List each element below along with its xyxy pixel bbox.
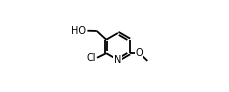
Text: Cl: Cl: [86, 53, 96, 63]
Text: N: N: [114, 55, 121, 65]
Text: O: O: [135, 48, 142, 58]
Text: HO: HO: [71, 26, 86, 36]
